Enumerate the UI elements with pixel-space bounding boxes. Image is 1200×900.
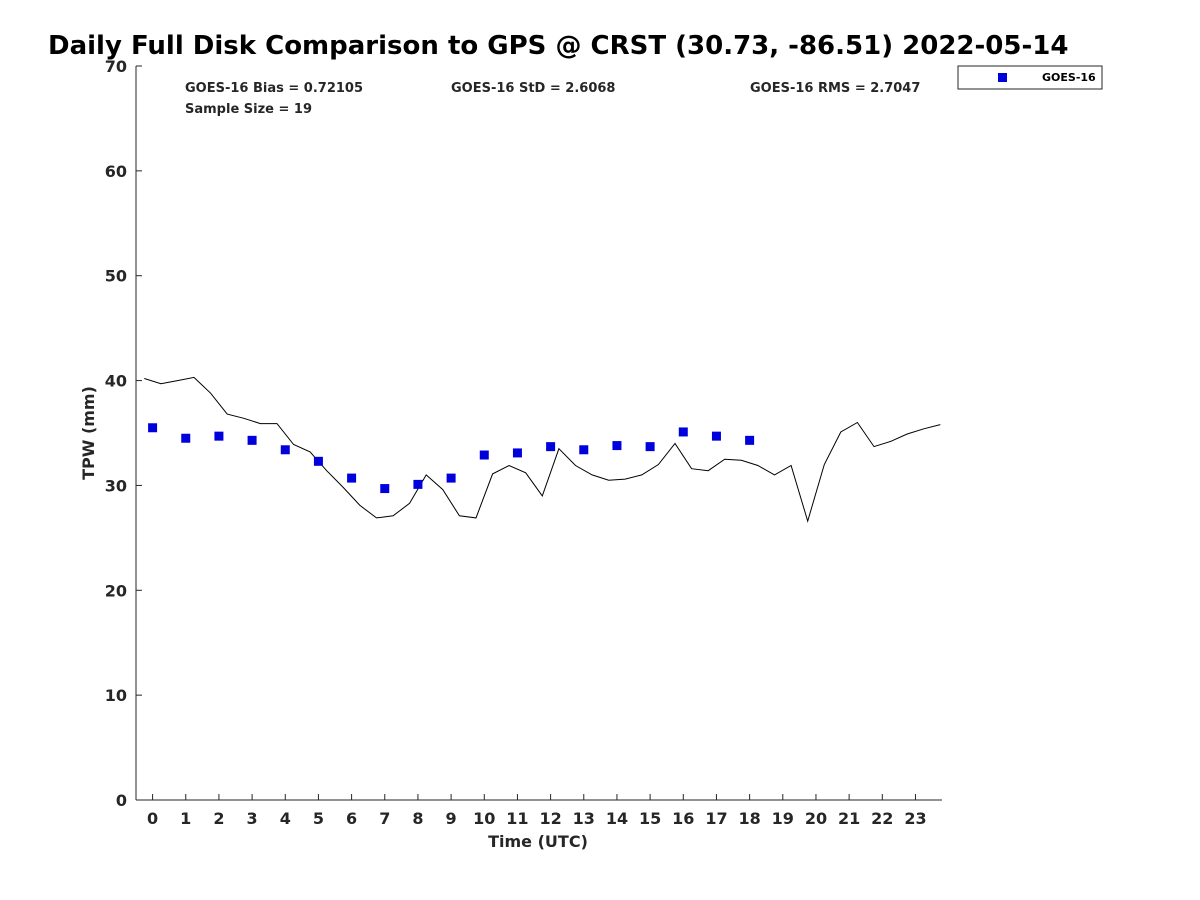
y-tick-label: 20	[105, 581, 127, 600]
goes16-point	[148, 423, 158, 433]
legend-box	[957, 65, 1103, 90]
y-tick-label: 30	[105, 476, 127, 495]
goes16-point	[380, 484, 390, 494]
x-tick-label: 1	[180, 809, 191, 828]
goes16-point	[247, 435, 257, 445]
goes16-point	[678, 427, 688, 437]
x-tick-label: 8	[412, 809, 423, 828]
x-tick-label: 11	[506, 809, 528, 828]
x-axis-label: Time (UTC)	[488, 832, 588, 851]
x-tick-label: 10	[473, 809, 495, 828]
goes16-point	[745, 435, 755, 445]
x-tick-label: 0	[147, 809, 158, 828]
x-tick-label: 17	[705, 809, 727, 828]
goes16-point	[280, 445, 290, 455]
x-tick-label: 5	[313, 809, 324, 828]
x-tick-label: 4	[280, 809, 291, 828]
goes16-point	[214, 431, 224, 441]
x-tick-label: 14	[606, 809, 628, 828]
goes16-point	[479, 450, 489, 460]
legend: GOES-16	[957, 65, 1103, 90]
x-tick-label: 7	[379, 809, 390, 828]
y-ticks: 0 10 20 30 40 50 60 70	[105, 57, 142, 810]
goes16-point	[181, 433, 191, 443]
goes16-point	[711, 431, 721, 441]
x-tick-label: 12	[539, 809, 561, 828]
stat-sample-size: Sample Size = 19	[185, 102, 312, 117]
goes16-point	[413, 479, 423, 489]
goes16-point	[645, 442, 655, 452]
x-ticks: 0 1 2 3 4 5 6 7 8 9 10 11 12 13 14 15 16 17 18 19 20 21 22 23	[147, 794, 927, 828]
goes16-points	[148, 423, 755, 494]
stat-std: GOES-16 StD = 2.6068	[451, 81, 615, 96]
y-tick-label: 50	[105, 267, 127, 286]
legend-marker-goes16	[998, 73, 1007, 82]
x-tick-label: 3	[247, 809, 258, 828]
x-tick-label: 13	[573, 809, 595, 828]
goes16-point	[612, 441, 622, 451]
y-tick-label: 10	[105, 686, 127, 705]
gps-series-line	[144, 376, 941, 523]
y-tick-label: 70	[105, 57, 127, 76]
chart-title: Daily Full Disk Comparison to GPS @ CRST…	[48, 31, 1068, 61]
y-tick-label: 0	[116, 791, 127, 810]
stat-rms: GOES-16 RMS = 2.7047	[750, 81, 920, 96]
y-axis-label: TPW (mm)	[79, 386, 98, 480]
x-tick-label: 15	[639, 809, 661, 828]
x-tick-label: 21	[838, 809, 860, 828]
goes16-point	[446, 473, 456, 483]
x-tick-label: 6	[346, 809, 357, 828]
goes16-point	[546, 442, 556, 452]
goes16-point	[512, 448, 522, 458]
x-tick-label: 22	[871, 809, 893, 828]
goes16-point	[347, 473, 357, 483]
x-tick-label: 16	[672, 809, 694, 828]
x-tick-label: 9	[446, 809, 457, 828]
x-tick-label: 19	[772, 809, 794, 828]
x-tick-label: 20	[805, 809, 827, 828]
goes16-point	[579, 445, 589, 455]
x-tick-label: 18	[738, 809, 760, 828]
stat-bias: GOES-16 Bias = 0.72105	[185, 81, 363, 96]
x-tick-label: 2	[213, 809, 224, 828]
y-tick-label: 40	[105, 372, 127, 391]
legend-label-goes16: GOES-16	[1042, 71, 1096, 84]
x-tick-label: 23	[904, 809, 926, 828]
goes16-point	[313, 456, 323, 466]
y-tick-label: 60	[105, 162, 127, 181]
